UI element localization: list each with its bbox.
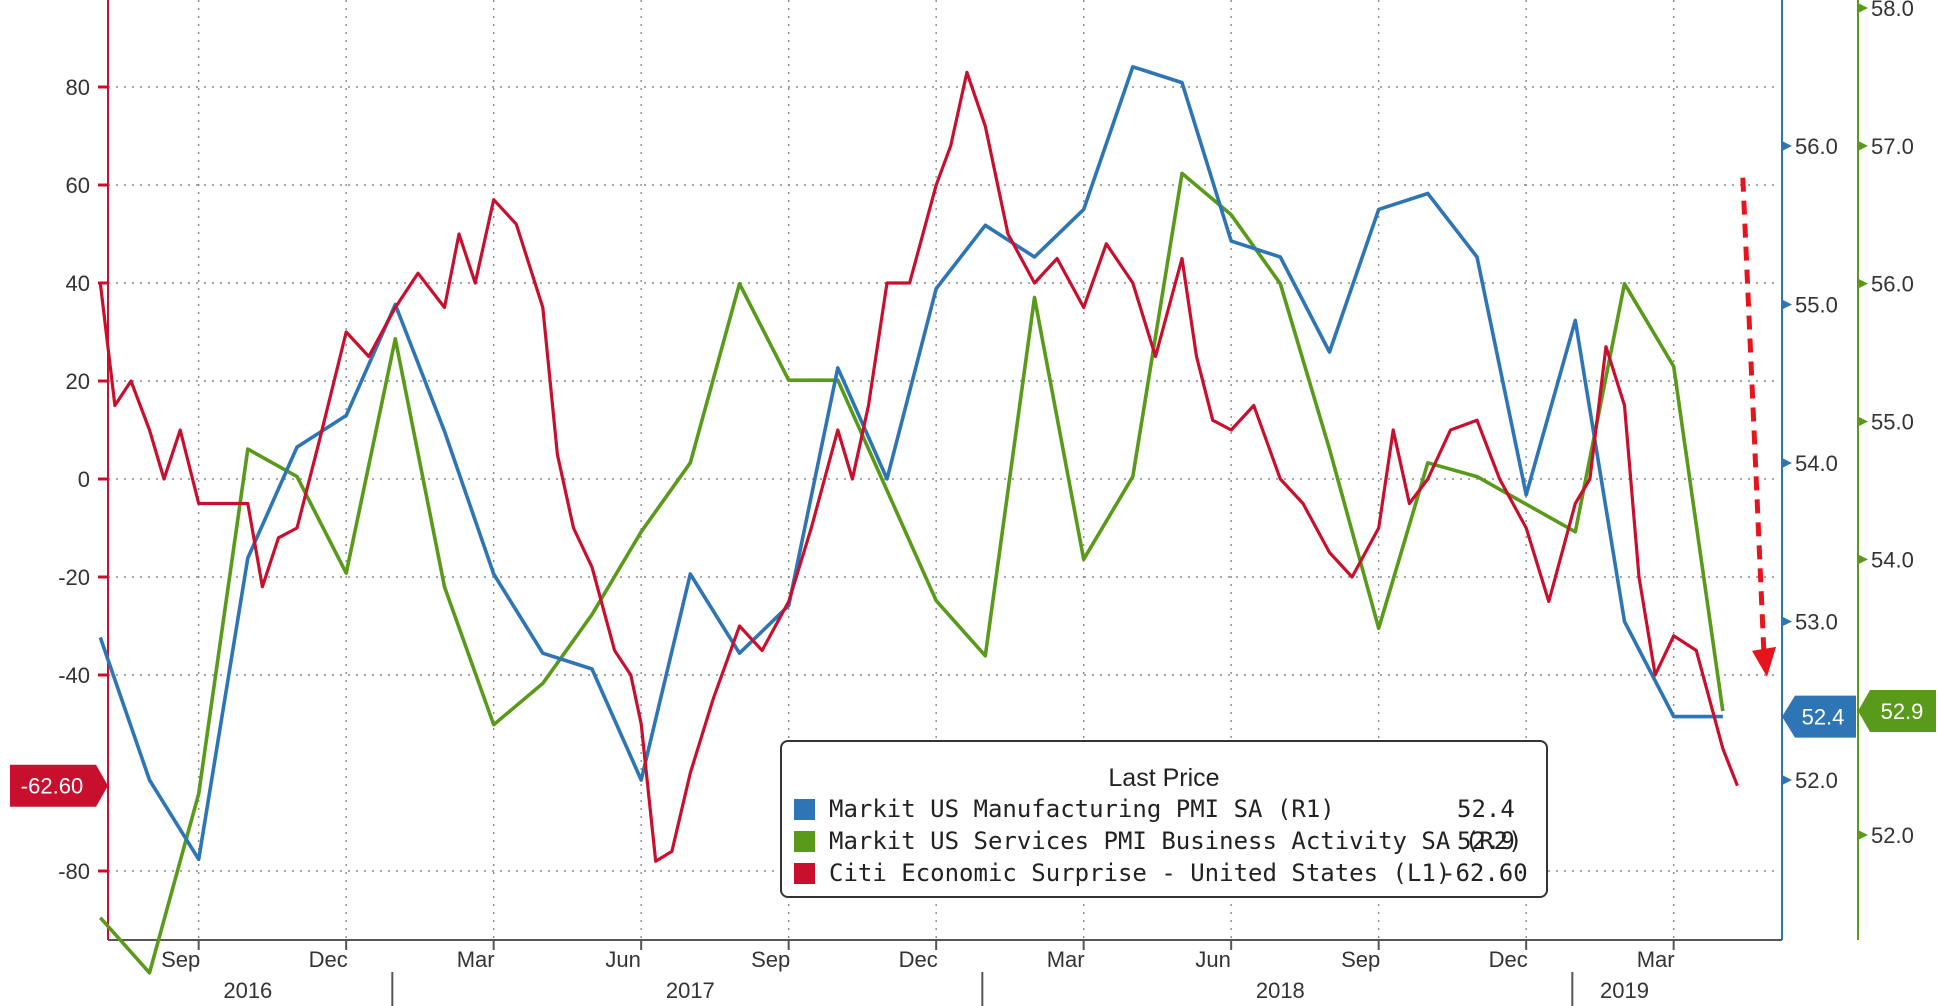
- right-axis-r2-tick: [1858, 3, 1868, 13]
- x-axis-year-label: 2019: [1600, 978, 1649, 1003]
- right-axis-r2-tick-label: 55.0: [1871, 410, 1914, 435]
- x-axis-month-label: Dec: [899, 947, 938, 972]
- right-axis-r2-tick: [1858, 140, 1868, 151]
- right-axis-r1-tick-label: 56.0: [1795, 134, 1838, 159]
- x-axis-month-label: Sep: [751, 947, 790, 972]
- x-axis-month-label: Dec: [309, 947, 348, 972]
- x-axis-year-label: 2016: [223, 978, 272, 1003]
- legend-entry-citi-surprise: Citi Economic Surprise - United States (…: [794, 858, 1532, 888]
- last-value-flag-l1: [10, 764, 108, 807]
- x-axis-month-label: Jun: [1195, 947, 1230, 972]
- left-axis-tick-label: 80: [66, 75, 90, 100]
- right-axis-r1-tick: [1782, 299, 1792, 310]
- x-axis-month-label: Jun: [605, 947, 640, 972]
- x-axis-month-label: Mar: [457, 947, 495, 972]
- x-axis-month-label: Mar: [1637, 947, 1675, 972]
- series-line-manufacturing-pmi: [98, 65, 1723, 862]
- legend-value: -62.60: [1441, 859, 1528, 887]
- legend-value: 52.9: [1457, 827, 1515, 855]
- right-axis-r1-tick-label: 52.0: [1795, 768, 1838, 793]
- right-axis-r2-tick: [1858, 416, 1868, 427]
- right-axis-r1-tick-label: 53.0: [1795, 610, 1838, 635]
- right-axis-r2-tick: [1858, 554, 1868, 565]
- legend-entry-manufacturing-pmi: Markit US Manufacturing PMI SA (R1) 52.4: [794, 794, 1532, 824]
- last-value-flag-r1-label: 52.4: [1802, 705, 1845, 730]
- right-axis-r2-tick-label: 58.0: [1871, 0, 1914, 21]
- last-value-flag-l1-label: -62.60: [21, 774, 83, 799]
- left-axis-tick-label: 40: [66, 271, 90, 296]
- legend-entry-services-pmi: Markit US Services PMI Business Activity…: [794, 826, 1532, 856]
- legend-label: Markit US Manufacturing PMI SA (R1): [829, 795, 1335, 823]
- legend-title: Last Price: [1108, 764, 1220, 792]
- right-axis-r1-tick: [1782, 616, 1792, 627]
- x-axis-month-label: Sep: [1341, 947, 1380, 972]
- left-axis-tick-label: -80: [58, 859, 90, 884]
- left-axis-tick-label: -40: [58, 663, 90, 688]
- right-axis-r1-tick: [1782, 458, 1792, 468]
- last-value-flag-r2: [1858, 689, 1936, 732]
- left-axis-tick-label: 0: [78, 467, 90, 492]
- x-axis-year-label: 2018: [1256, 978, 1305, 1003]
- right-axis-r2-tick: [1858, 830, 1868, 840]
- legend: Last Price Markit US Manufacturing PMI S…: [780, 740, 1548, 898]
- right-axis-r2-tick-label: 56.0: [1871, 272, 1914, 297]
- right-axis-r2-tick-label: 57.0: [1871, 134, 1914, 159]
- right-axis-r2-tick: [1858, 278, 1868, 289]
- legend-value: 52.4: [1457, 795, 1515, 823]
- x-axis-month-label: Sep: [161, 947, 200, 972]
- x-axis-year-label: 2017: [666, 978, 715, 1003]
- right-axis-r1-tick-label: 54.0: [1795, 451, 1838, 476]
- trend-arrow-head: [1751, 646, 1776, 677]
- series-line-citi-surprise: [98, 70, 1739, 863]
- right-axis-r2-tick-label: 54.0: [1871, 547, 1914, 572]
- trend-arrow-shaft: [1740, 177, 1767, 656]
- right-axis-r2-tick-label: 52.0: [1871, 823, 1914, 848]
- legend-label: Markit US Services PMI Business Activity…: [829, 827, 1523, 855]
- left-axis-tick-label: -20: [58, 565, 90, 590]
- series-line-services-pmi: [98, 171, 1725, 975]
- last-value-flag-r2-label: 52.9: [1881, 699, 1924, 724]
- left-axis-tick-label: 20: [66, 369, 90, 394]
- x-axis-month-label: Mar: [1047, 947, 1085, 972]
- legend-swatch-red: [794, 863, 815, 884]
- legend-swatch-blue: [794, 799, 815, 820]
- last-value-flag-r1: [1782, 695, 1856, 738]
- right-axis-r1-tick: [1782, 141, 1792, 151]
- right-axis-r1-tick: [1782, 775, 1792, 785]
- left-axis-tick-label: 60: [66, 173, 90, 198]
- right-axis-r1-tick-label: 55.0: [1795, 293, 1838, 318]
- legend-label: Citi Economic Surprise - United States (…: [829, 859, 1451, 887]
- x-axis-month-label: Dec: [1489, 947, 1528, 972]
- legend-swatch-green: [794, 831, 815, 852]
